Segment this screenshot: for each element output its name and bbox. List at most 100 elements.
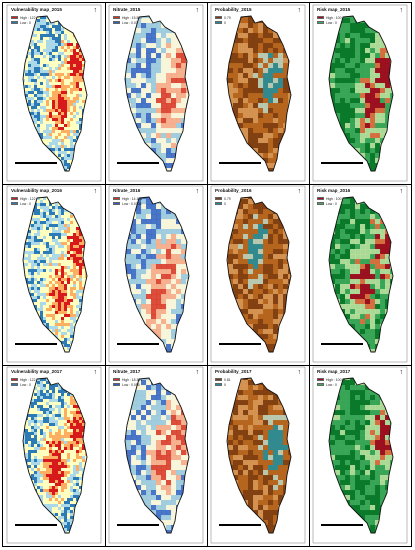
study-area-outline: [226, 15, 292, 172]
legend-swatch: [113, 382, 120, 387]
legend-label: 0: [224, 20, 226, 25]
risk-map-panel: Risk map_2015 High : 100 Low : 0 ↑: [309, 3, 411, 184]
scale-bar: [321, 343, 363, 345]
map-legend: High : 100 Low : 0: [317, 196, 341, 206]
legend-label: Low : 0.03: [122, 20, 138, 25]
legend-swatch: [317, 382, 324, 387]
probability-map: [210, 4, 306, 182]
legend-label: 0: [224, 201, 226, 206]
legend-label: Low : 0.055: [122, 382, 140, 387]
legend-entry-high: High : 100: [317, 15, 341, 20]
legend-label: High : 100: [326, 196, 342, 201]
risk-map: [312, 185, 408, 363]
north-arrow-icon: ↑: [399, 188, 404, 195]
scale-bar: [219, 524, 261, 526]
vulnerability-map-panel: Vulnerability map_2016 High : 122 Low : 0 ↑: [3, 184, 105, 365]
map-title: Probability_2015: [215, 7, 252, 12]
legend-swatch: [11, 15, 18, 20]
study-area-outline: [328, 196, 394, 353]
study-area-outline: [328, 377, 394, 534]
map-legend: High : 100 Low : 0: [317, 15, 341, 25]
figure-grid: Vulnerability map_2015 High : 122 Low : 0 ↑…: [2, 2, 412, 547]
map-title: Vulnerability map_2016: [11, 188, 62, 193]
study-area-outline: [226, 377, 292, 534]
nitrate-map-panel: Nitrate_2017 High : 18.361 Low : 0.055 ↑: [105, 365, 207, 546]
north-arrow-icon: ↑: [93, 7, 98, 14]
map-title: Nitrate_2015: [113, 7, 141, 12]
map-legend: High : 100 Low : 0: [317, 377, 341, 387]
map-title: Risk map_2016: [317, 188, 351, 193]
map-frame: [6, 366, 102, 544]
map-title: Nitrate_2017: [113, 369, 141, 374]
legend-swatch: [215, 196, 222, 201]
legend-entry-low: Low : 0: [11, 201, 35, 206]
legend-swatch: [215, 15, 222, 20]
nitrate-map: [108, 185, 204, 363]
study-area-outline: [124, 196, 190, 353]
nitrate-map-panel: Nitrate_2016 High : 14.176 Low : 0.0308 ↑: [105, 184, 207, 365]
legend-entry-low: Low : 0: [317, 382, 341, 387]
scale-bar: [321, 524, 363, 526]
legend-label: 0: [224, 382, 226, 387]
legend-entry-low: Low : 0: [317, 20, 341, 25]
study-area-outline: [22, 15, 88, 172]
legend-entry-high: 0.79: [215, 196, 231, 201]
map-title: Probability_2017: [215, 369, 252, 374]
legend-label: 0.79: [224, 15, 231, 20]
legend-entry-low: 0: [215, 201, 231, 206]
legend-swatch: [215, 377, 222, 382]
nitrate-map-panel: Nitrate_2015 High : 15.507 Low : 0.03 ↑: [105, 3, 207, 184]
north-arrow-icon: ↑: [297, 7, 302, 14]
map-legend: 0.81 0: [215, 377, 231, 387]
legend-entry-low: Low : 0: [317, 201, 341, 206]
north-arrow-icon: ↑: [93, 369, 98, 376]
legend-entry-high: 0.81: [215, 377, 231, 382]
map-frame: [6, 4, 102, 182]
vulnerability-map-panel: Vulnerability map_2017 High : 122 Low : 0 ↑: [3, 365, 105, 546]
map-frame: [210, 4, 306, 182]
legend-entry-high: High : 122: [11, 15, 35, 20]
map-frame: [108, 366, 204, 544]
scale-bar: [219, 162, 261, 164]
legend-entry-high: High : 122: [11, 196, 35, 201]
legend-entry-high: High : 14.176: [113, 196, 142, 201]
risk-map-panel: Risk map_2016 High : 100 Low : 0 ↑: [309, 184, 411, 365]
legend-entry-low: Low : 0: [11, 382, 35, 387]
legend-label: High : 100: [326, 377, 342, 382]
legend-swatch: [317, 196, 324, 201]
legend-label: 0.81: [224, 377, 231, 382]
study-area-outline: [124, 377, 190, 534]
legend-label: High : 122: [20, 377, 36, 382]
scale-bar: [219, 343, 261, 345]
legend-label: High : 122: [20, 15, 36, 20]
legend-label: Low : 0: [326, 201, 337, 206]
legend-entry-high: High : 18.361: [113, 377, 142, 382]
row-divider: [3, 184, 411, 185]
legend-entry-high: 0.79: [215, 15, 231, 20]
map-frame: [108, 4, 204, 182]
map-legend: 0.79 0: [215, 15, 231, 25]
nitrate-map: [108, 366, 204, 544]
map-frame: [210, 366, 306, 544]
legend-label: Low : 0: [326, 382, 337, 387]
study-area-outline: [22, 377, 88, 534]
legend-swatch: [317, 20, 324, 25]
risk-map: [312, 4, 408, 182]
legend-swatch: [215, 201, 222, 206]
scale-bar: [117, 343, 159, 345]
legend-swatch: [11, 377, 18, 382]
legend-swatch: [215, 382, 222, 387]
map-title: Vulnerability map_2017: [11, 369, 62, 374]
map-legend: High : 15.507 Low : 0.03: [113, 15, 142, 25]
map-legend: High : 122 Low : 0: [11, 196, 35, 206]
legend-swatch: [317, 15, 324, 20]
probability-map-panel: Probability_2017 0.81 0 ↑: [207, 365, 309, 546]
legend-label: High : 14.176: [122, 196, 143, 201]
legend-entry-high: High : 15.507: [113, 15, 142, 20]
map-frame: [312, 4, 408, 182]
north-arrow-icon: ↑: [399, 369, 404, 376]
map-frame: [210, 185, 306, 363]
scale-bar: [15, 343, 57, 345]
scale-bar: [117, 524, 159, 526]
scale-bar: [15, 524, 57, 526]
